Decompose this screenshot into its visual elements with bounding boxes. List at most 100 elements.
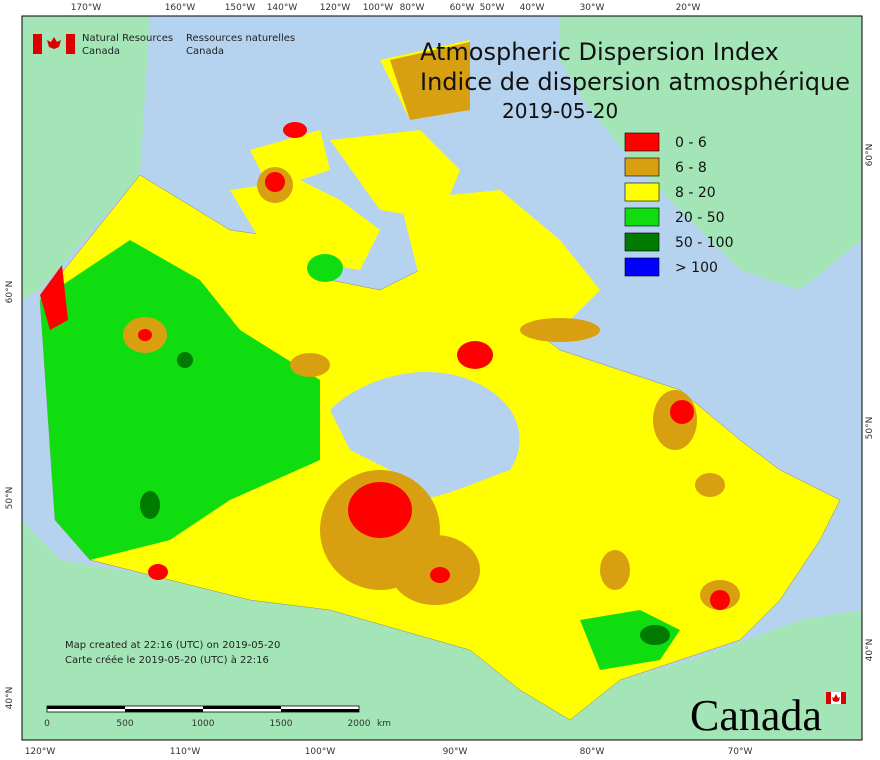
legend-swatch — [624, 132, 660, 152]
lon-label: 30°W — [580, 3, 605, 13]
lon-label: 50°W — [480, 3, 505, 13]
legend-label: 0 - 6 — [675, 135, 707, 151]
hudson-bay — [330, 371, 520, 500]
scale-unit: km — [377, 719, 391, 729]
map — [21, 15, 863, 741]
org-en: Canada — [82, 46, 120, 57]
red-zone — [40, 265, 68, 330]
red-zone — [670, 400, 694, 424]
red-zone — [430, 567, 450, 583]
dark-green-zone — [177, 352, 193, 368]
canada-wordmark: Canada — [690, 691, 822, 740]
org-en: Natural Resources — [82, 33, 173, 44]
maple-leaf — [832, 694, 840, 702]
maple-leaf — [47, 37, 61, 49]
lat-label: 50°N — [5, 487, 15, 510]
lon-label: 140°W — [267, 3, 298, 13]
scale-label: 2000 — [348, 719, 371, 729]
lon-label: 60°W — [450, 3, 475, 13]
legend-label: 20 - 50 — [675, 210, 725, 226]
west-green-zone — [40, 240, 320, 560]
scale-bar: 0 500 1000 1500 2000 km — [44, 705, 391, 729]
orange-zone — [290, 353, 330, 377]
legend-label: > 100 — [675, 260, 718, 276]
flag-bar — [33, 34, 42, 54]
lon-label: 170°W — [71, 3, 102, 13]
lon-label: 120°W — [320, 3, 351, 13]
scale-labels: 0 500 1000 1500 2000 km — [44, 719, 391, 729]
flag-bar — [841, 692, 846, 704]
org-fr: Ressources naturelles — [186, 33, 295, 44]
red-zone — [138, 329, 152, 341]
lat-label: 40°N — [5, 687, 15, 710]
lon-label: 100°W — [363, 3, 394, 13]
lon-label: 160°W — [165, 3, 196, 13]
graticule-right: 60°N 50°N 40°N — [865, 144, 875, 662]
credits: Map created at 22:16 (UTC) on 2019-05-20… — [65, 640, 280, 666]
scale-segment — [281, 709, 359, 712]
lon-label: 150°W — [225, 3, 256, 13]
org-fr: Canada — [186, 46, 224, 57]
title-en: Atmospheric Dispersion Index — [420, 38, 779, 66]
red-zone — [283, 122, 307, 138]
header: Natural Resources Canada Ressources natu… — [33, 33, 295, 57]
ellesmere-zone — [390, 42, 470, 120]
lon-label: 120°W — [25, 747, 56, 757]
legend-swatch — [624, 232, 660, 252]
dark-green-zone — [640, 625, 670, 645]
lon-label: 80°W — [580, 747, 605, 757]
legend-swatch — [624, 207, 660, 227]
red-zone — [710, 590, 730, 610]
lon-label: 70°W — [728, 747, 753, 757]
red-zones — [40, 122, 730, 610]
map-frame — [21, 15, 863, 741]
lon-label: 40°W — [520, 3, 545, 13]
graticule-left: 60°N 50°N 40°N — [5, 281, 15, 710]
alaska — [22, 16, 150, 300]
legend-swatch — [624, 157, 660, 177]
legend-label: 6 - 8 — [675, 160, 707, 176]
lat-label: 60°N — [865, 144, 875, 167]
lat-label: 40°N — [865, 639, 875, 662]
lat-label: 60°N — [5, 281, 15, 304]
scale-segment — [47, 706, 125, 709]
title-fr: Indice de dispersion atmosphérique — [420, 68, 850, 96]
lon-label: 20°W — [676, 3, 701, 13]
green-zone — [307, 254, 343, 282]
scale-segment — [203, 706, 281, 709]
credit-fr: Carte créée le 2019-05-20 (UTC) à 22:16 — [65, 654, 269, 666]
orange-zone — [695, 473, 725, 497]
legend-label: 50 - 100 — [675, 235, 734, 251]
dark-green-zone — [140, 491, 160, 519]
graticule-top: 170°W 160°W 150°W 140°W 120°W 100°W 80°W… — [71, 3, 701, 13]
wordmark: Canada — [690, 691, 846, 740]
greenland — [560, 16, 862, 290]
scale-label: 0 — [44, 719, 50, 729]
flag-bar — [826, 692, 831, 704]
title-block: Atmospheric Dispersion Index Indice de d… — [420, 38, 850, 123]
scale-label: 1500 — [270, 719, 293, 729]
date: 2019-05-20 — [502, 99, 618, 123]
scale-label: 1000 — [192, 719, 215, 729]
lon-label: 80°W — [400, 3, 425, 13]
red-zone — [457, 341, 493, 369]
lon-label: 110°W — [170, 747, 201, 757]
red-zone — [348, 482, 412, 538]
legend-label: 8 - 20 — [675, 185, 716, 201]
orange-zone — [520, 318, 600, 342]
orange-zone — [600, 550, 630, 590]
scale-segment — [125, 709, 203, 712]
lon-label: 100°W — [305, 747, 336, 757]
scale-label: 500 — [116, 719, 133, 729]
lon-label: 90°W — [443, 747, 468, 757]
lat-label: 50°N — [865, 417, 875, 440]
graticule-bottom: 120°W 110°W 100°W 90°W 80°W 70°W — [25, 747, 753, 757]
credit-en: Map created at 22:16 (UTC) on 2019-05-20 — [65, 640, 280, 651]
red-zone — [265, 172, 285, 192]
legend: 0 - 6 6 - 8 8 - 20 20 - 50 50 - 100 > 100 — [624, 132, 734, 277]
usa — [22, 520, 862, 740]
legend-swatch — [624, 182, 660, 202]
flag-bar — [66, 34, 75, 54]
red-zone — [148, 564, 168, 580]
